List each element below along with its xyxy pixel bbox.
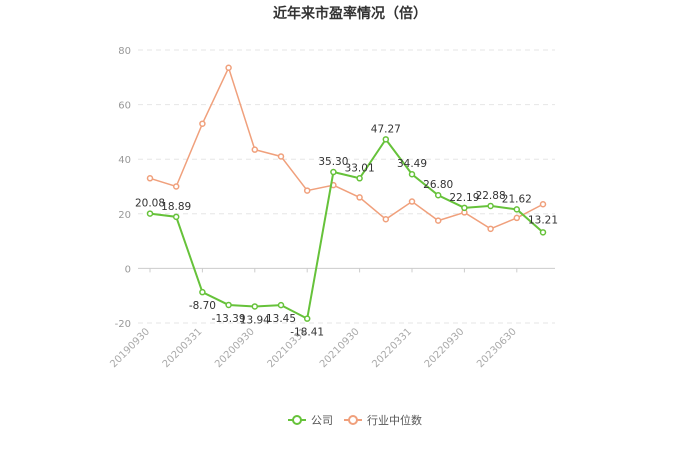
grid (138, 49, 555, 324)
series-point-1[interactable] (513, 214, 521, 222)
x-tick-label: 20190930 (108, 326, 152, 370)
series-point-0[interactable] (277, 301, 285, 309)
series-point-0[interactable] (539, 229, 547, 236)
series-line-1 (149, 65, 544, 230)
data-label: 21.62 (502, 193, 532, 205)
series-line-0 (149, 137, 544, 321)
series-point-0[interactable] (461, 204, 468, 212)
y-tick-label: -20 (115, 319, 131, 330)
series-point-0[interactable] (408, 170, 416, 178)
series-point-1[interactable] (356, 194, 363, 201)
data-label: -13.39 (212, 313, 246, 325)
series-point-1[interactable] (539, 200, 547, 208)
data-label: 18.89 (161, 201, 191, 213)
legend[interactable]: 公司 行业中位数 (288, 413, 422, 427)
data-label: 13.45 (266, 313, 296, 325)
x-tick-label: 20220930 (423, 326, 467, 370)
series-lines (146, 64, 547, 322)
series-point-1[interactable] (408, 198, 416, 205)
series-point-0[interactable] (225, 301, 232, 309)
legend-label: 行业中位数 (367, 413, 422, 427)
series-point-1[interactable] (303, 187, 311, 194)
data-label: 35.30 (318, 156, 348, 168)
legend-marker (292, 415, 302, 425)
series-point-0[interactable] (434, 191, 442, 199)
series-point-1[interactable] (434, 217, 442, 224)
y-tick-label: 0 (125, 264, 131, 275)
series-point-0[interactable] (199, 288, 206, 296)
series-point-0[interactable] (487, 202, 494, 210)
x-tick-label: 20230630 (475, 326, 519, 370)
data-label: 22.19 (449, 192, 479, 204)
x-tick-label: 20210930 (318, 326, 362, 370)
legend-marker (348, 415, 358, 425)
series-point-1[interactable] (251, 146, 259, 153)
legend-item-1[interactable]: 行业中位数 (344, 413, 422, 427)
series-point-0[interactable] (146, 210, 154, 217)
data-label: 20.08 (135, 198, 165, 210)
data-label: 26.80 (423, 179, 453, 191)
series-point-0[interactable] (513, 206, 521, 213)
chart-title: 近年来市盈率情况（倍） (273, 5, 427, 22)
y-tick-label: 20 (118, 210, 131, 221)
legend-item-0[interactable]: 公司 (288, 414, 333, 427)
data-label: 47.27 (371, 123, 401, 135)
series-point-1[interactable] (146, 175, 154, 182)
series-point-0[interactable] (356, 175, 363, 182)
series-point-0[interactable] (303, 315, 311, 322)
data-label: 13.21 (528, 214, 558, 226)
x-tick-label: 20200930 (213, 326, 257, 370)
y-tick-label: 80 (118, 46, 131, 57)
series-point-1[interactable] (277, 153, 285, 160)
series-point-1[interactable] (199, 120, 206, 127)
series-point-0[interactable] (330, 168, 337, 176)
y-tick-label: 60 (118, 101, 131, 112)
data-label: 22.88 (476, 190, 506, 202)
y-axis: -20 0 20 40 60 80 (115, 46, 131, 330)
data-label: -8.70 (189, 300, 216, 312)
x-tick-label: 20200331 (161, 326, 205, 370)
y-tick-label: 40 (118, 155, 131, 166)
series-point-0[interactable] (172, 213, 180, 221)
series-point-1[interactable] (172, 183, 180, 190)
series-point-0[interactable] (382, 136, 390, 143)
data-label: -18.41 (290, 327, 324, 339)
x-tick-label: 20220331 (370, 326, 414, 370)
data-label: 33.01 (345, 162, 375, 174)
series-point-1[interactable] (487, 225, 494, 233)
series-point-0[interactable] (251, 303, 259, 310)
data-label: 34.49 (397, 158, 427, 170)
series-point-1[interactable] (225, 64, 232, 71)
series-point-1[interactable] (382, 216, 390, 223)
legend-label: 公司 (311, 414, 333, 427)
data-label: 13.94 (240, 314, 270, 326)
